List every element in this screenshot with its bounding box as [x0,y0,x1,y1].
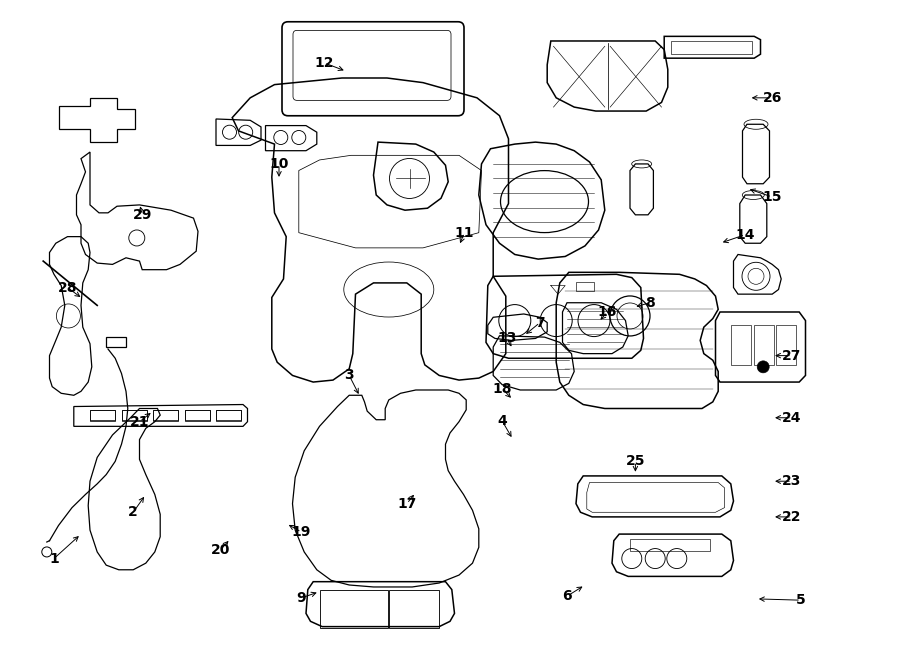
Text: 15: 15 [762,190,782,204]
Text: 2: 2 [129,505,138,520]
Text: 24: 24 [782,410,802,425]
Text: 1: 1 [50,551,58,566]
Text: 22: 22 [782,510,802,524]
Bar [576,282,594,292]
Text: 17: 17 [397,496,417,511]
Bar [184,410,210,421]
Text: 19: 19 [292,525,311,539]
Text: 6: 6 [562,589,572,603]
Bar [754,325,774,366]
Bar [90,410,115,421]
Text: 12: 12 [314,56,334,70]
Bar [389,590,439,627]
Text: 10: 10 [269,157,289,171]
Bar [216,410,241,421]
Text: 20: 20 [211,543,230,557]
Text: 5: 5 [796,593,806,607]
Text: 13: 13 [497,331,517,346]
Bar [122,410,147,421]
Bar [184,410,210,420]
Bar [320,590,388,627]
Text: 28: 28 [58,280,77,295]
Bar [731,325,751,366]
Text: 14: 14 [735,227,755,242]
Text: 21: 21 [130,414,149,429]
Text: 16: 16 [598,305,617,319]
Text: 9: 9 [296,591,305,605]
Bar [776,325,796,366]
Text: 29: 29 [132,208,152,222]
Text: 11: 11 [454,225,474,240]
Bar [153,410,178,421]
Text: 23: 23 [782,474,802,488]
Text: 25: 25 [626,454,645,469]
Bar [630,539,710,551]
Text: 4: 4 [498,414,507,428]
Text: 8: 8 [645,295,654,310]
Text: 26: 26 [762,91,782,105]
Text: 27: 27 [782,348,802,363]
Text: 3: 3 [345,368,354,383]
Bar [122,410,147,420]
Text: 7: 7 [536,315,544,330]
Bar [216,410,241,420]
Bar [153,410,178,420]
Text: 18: 18 [492,381,512,396]
Circle shape [757,361,770,373]
Bar [90,410,115,420]
